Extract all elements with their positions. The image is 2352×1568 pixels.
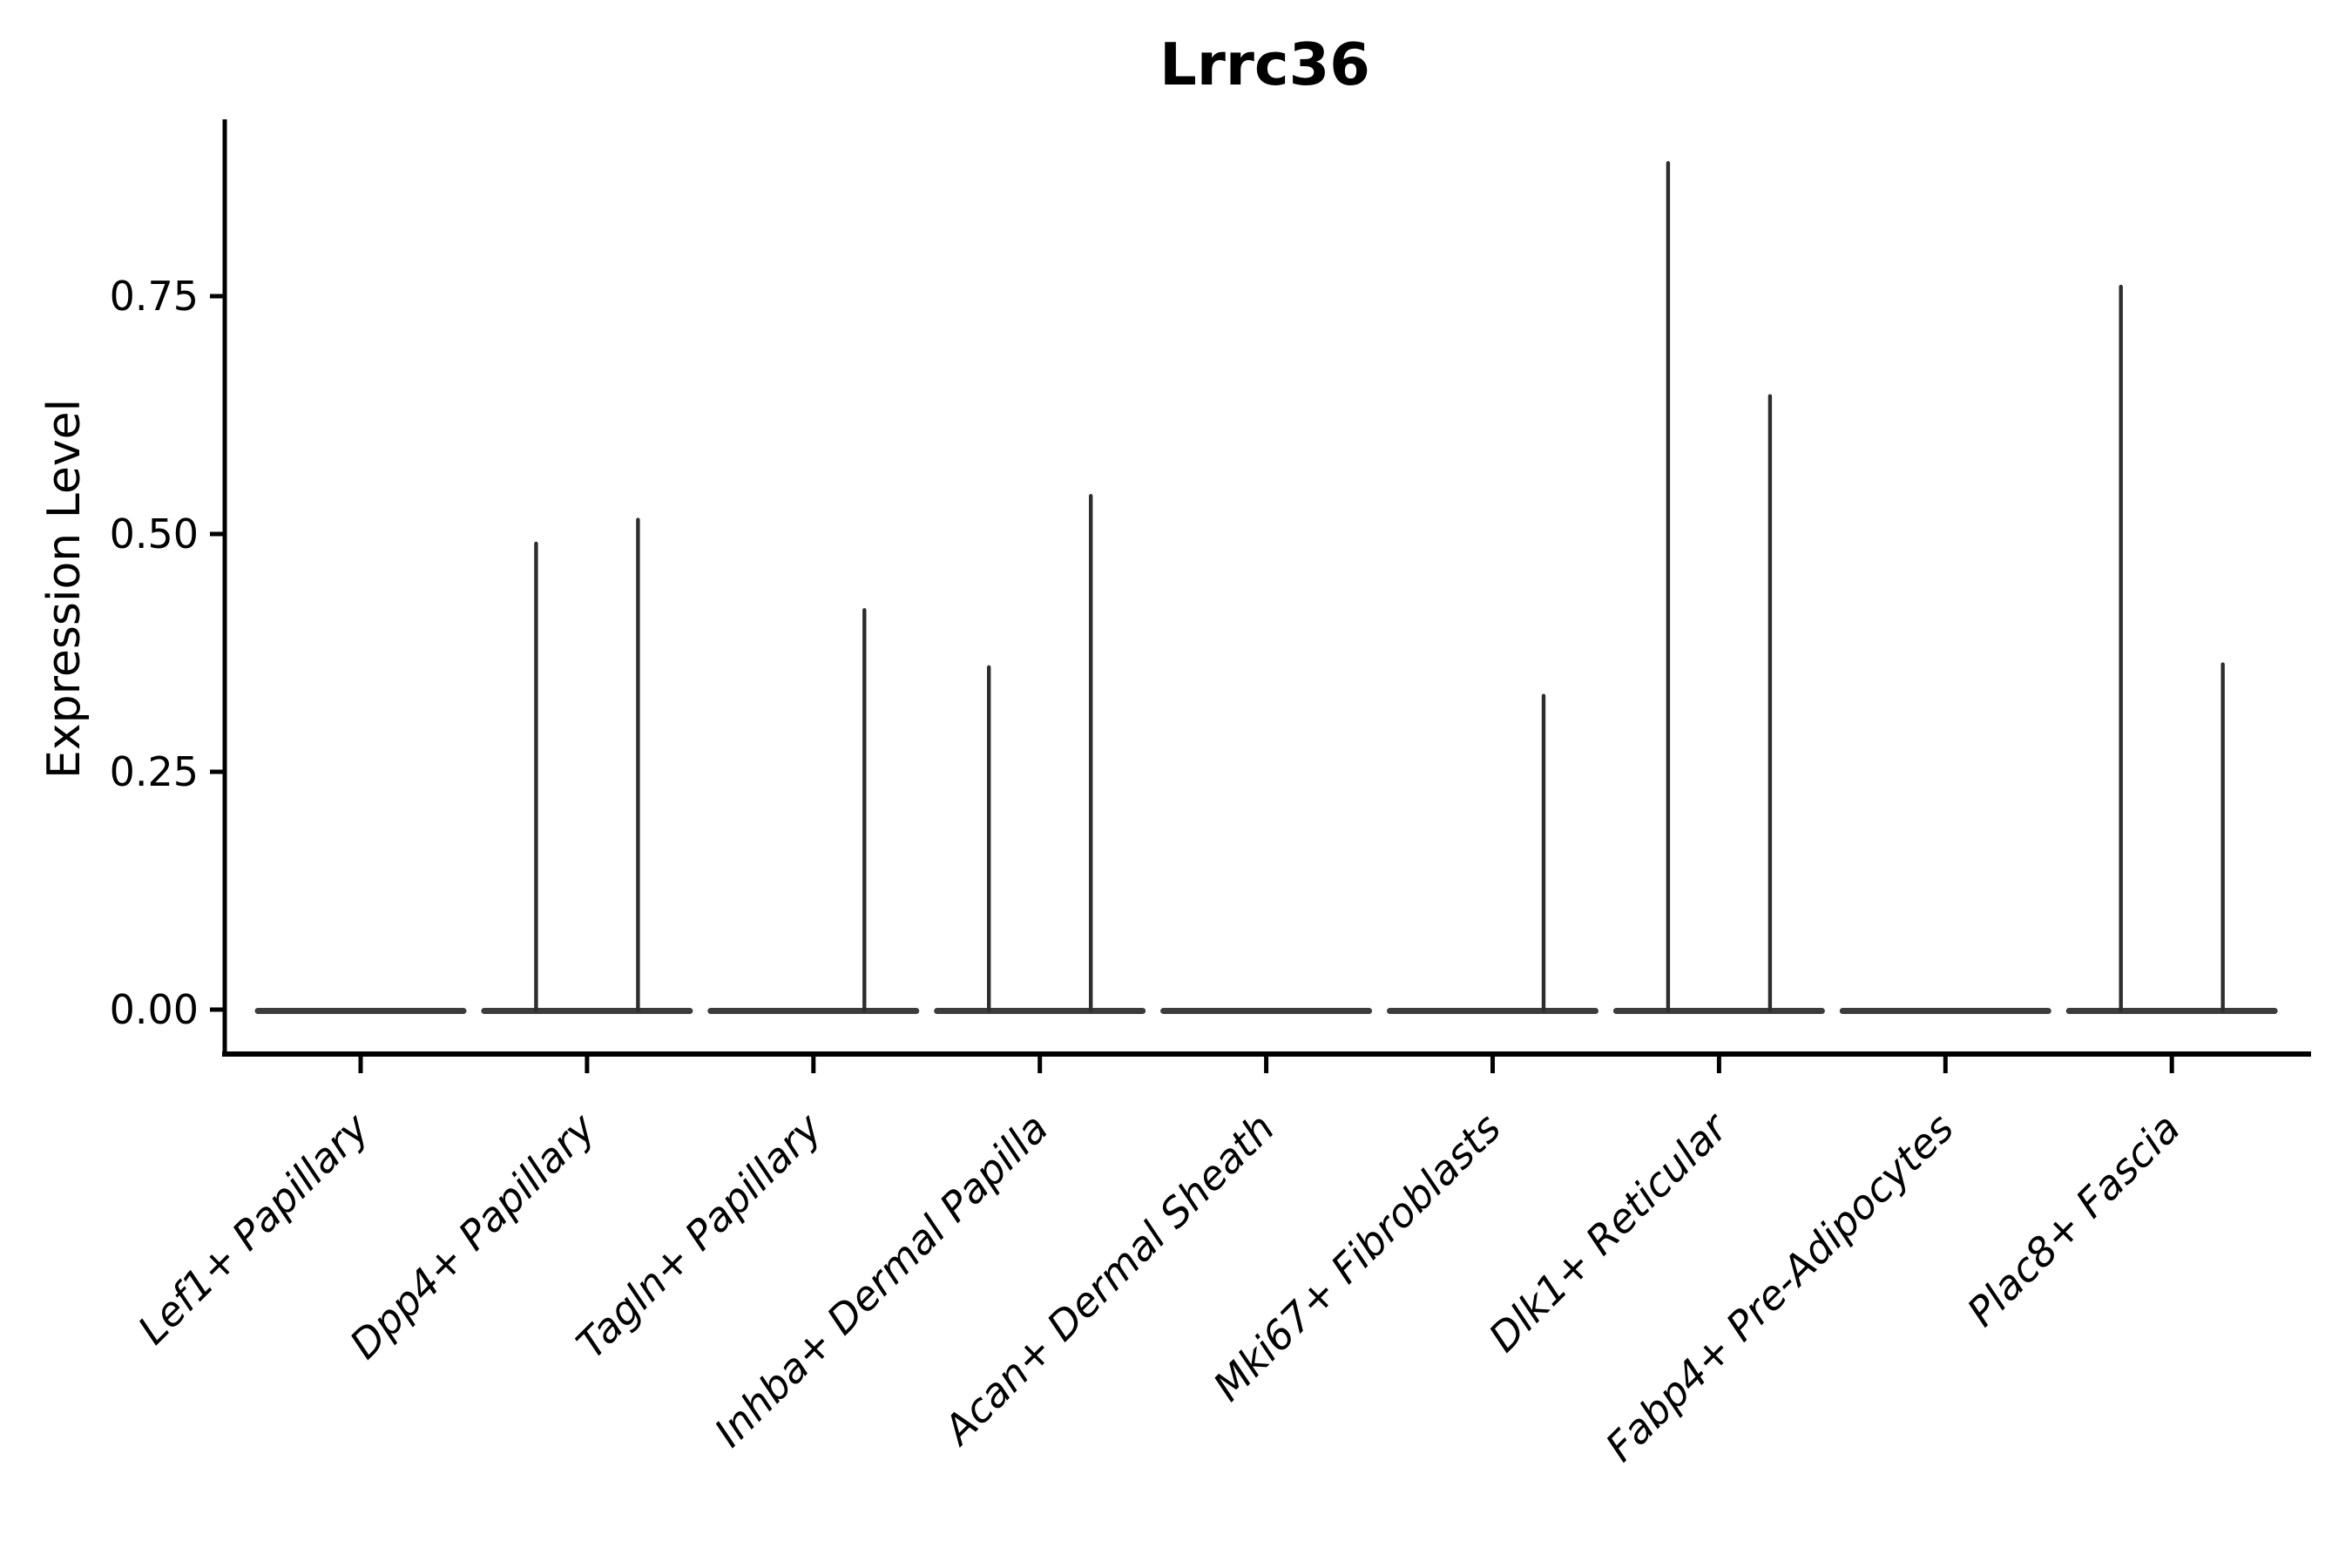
- y-axis-label: Expression Level: [38, 398, 91, 780]
- chart-title: Lrrc36: [1159, 30, 1370, 98]
- x-category-label: Lef1+ Papillary: [129, 1104, 378, 1353]
- x-category-label: Plac8+ Fascia: [1958, 1105, 2189, 1335]
- x-category-label: Dpp4+ Papillary: [341, 1104, 605, 1368]
- y-tick-label: 0.75: [110, 273, 199, 320]
- y-tick-label: 0.00: [110, 986, 199, 1033]
- y-tick-label: 0.50: [110, 510, 199, 558]
- x-category-label: Dlk1+ Reticular: [1480, 1102, 1739, 1361]
- y-tick-label: 0.25: [110, 748, 199, 795]
- x-category-label: Tagln+ Papillary: [567, 1104, 831, 1368]
